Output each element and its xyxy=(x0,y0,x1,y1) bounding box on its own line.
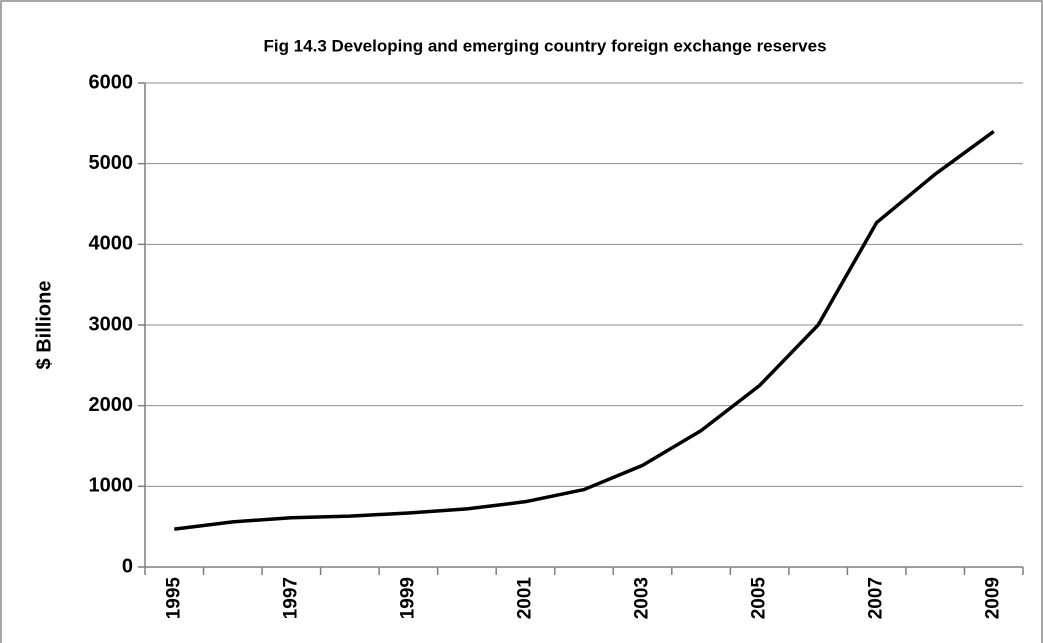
y-tick-label: 0 xyxy=(122,555,133,577)
x-tick-label: 2005 xyxy=(749,577,770,620)
data-line xyxy=(174,129,995,531)
y-tick-label: 3000 xyxy=(89,313,134,335)
y-tick-label: 5000 xyxy=(89,152,134,174)
x-tick-label: 2009 xyxy=(983,577,1004,619)
y-tick-label: 1000 xyxy=(89,475,134,497)
x-tick-label: 2001 xyxy=(514,577,535,620)
y-tick-label: 2000 xyxy=(89,394,134,416)
y-tick-label: 4000 xyxy=(89,233,134,255)
x-tick-label: 2003 xyxy=(632,577,653,619)
x-tick-label: 1997 xyxy=(280,577,301,619)
y-axis-label: $ Billione xyxy=(33,281,55,370)
x-tick-label: 1995 xyxy=(163,577,184,620)
x-tick-label: 1999 xyxy=(397,577,418,619)
y-tick-label: 6000 xyxy=(89,71,134,93)
x-tick-label: 2007 xyxy=(866,577,887,619)
chart-title: Fig 14.3 Developing and emerging country… xyxy=(263,36,826,55)
